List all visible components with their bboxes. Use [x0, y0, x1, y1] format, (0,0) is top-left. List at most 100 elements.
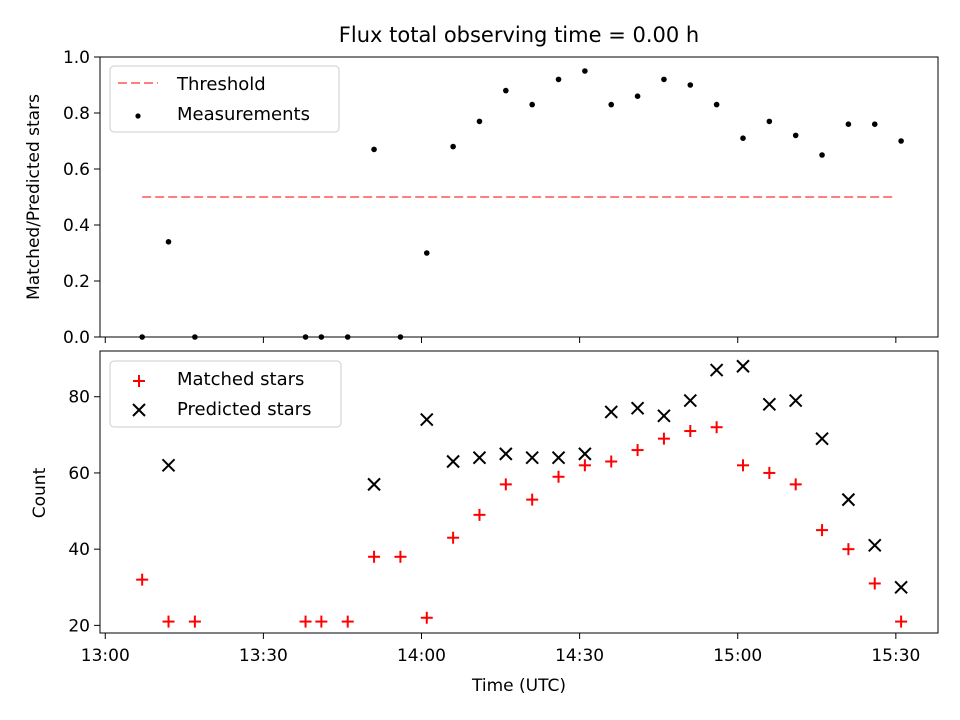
measurement-point — [792, 132, 799, 139]
predicted-star-point — [525, 450, 539, 465]
predicted-star-point — [446, 454, 460, 469]
top-plot-frame — [99, 56, 939, 338]
measurement-point — [634, 93, 641, 99]
matched-star-point — [394, 550, 407, 563]
bottom-y-tick-label: 20 — [68, 616, 90, 636]
top-y-tick-label: 1.0 — [63, 48, 90, 68]
matched-star-point — [736, 459, 749, 472]
legend-matched-label: Matched stars — [177, 369, 304, 390]
matched-star-point — [868, 577, 881, 590]
predicted-star-point — [709, 363, 724, 377]
matched-star-point — [315, 615, 328, 628]
bottom-y-tick-label: 80 — [68, 388, 90, 408]
predicted-star-point — [841, 492, 856, 507]
legend-predicted-marker — [132, 403, 146, 417]
matched-star-point — [789, 478, 802, 491]
predicted-star-point — [472, 450, 487, 465]
measurement-point — [871, 121, 878, 127]
measurement-point — [582, 68, 588, 74]
matched-star-point — [816, 524, 829, 537]
measurement-point — [898, 138, 904, 144]
top-y-tick-label: 0.2 — [63, 272, 90, 292]
matched-star-point — [631, 444, 644, 457]
matched-star-point — [552, 470, 565, 483]
measurement-point — [608, 101, 615, 108]
measurement-point — [318, 334, 325, 340]
measurement-point — [423, 250, 430, 256]
bottom-y-axis-label: Count — [30, 467, 50, 518]
matched-star-point — [710, 421, 723, 434]
predicted-star-point — [815, 431, 829, 446]
predicted-star-point — [604, 405, 618, 419]
legend-matched-marker — [133, 375, 145, 387]
bottom-y-tick-label: 60 — [68, 464, 90, 484]
legend-predicted-label: Predicted stars — [177, 399, 311, 420]
measurement-point — [371, 146, 377, 153]
bottom-y-ticks: 20 40 60 80 — [68, 388, 100, 636]
predicted-star-point — [683, 393, 697, 408]
predicted-star-point — [630, 401, 645, 415]
legend-threshold-label: Threshold — [176, 74, 266, 95]
x-tick-label: 13:30 — [239, 646, 288, 666]
measurement-point — [687, 82, 694, 88]
bottom-plot-frame — [99, 350, 939, 634]
measurement-points — [139, 68, 904, 340]
chart-title: Flux total observing time = 0.00 h — [339, 23, 699, 47]
legend-measurements-label: Measurements — [177, 104, 310, 125]
predicted-star-point — [551, 450, 566, 465]
top-legend: Threshold Measurements — [109, 65, 340, 133]
measurement-point — [503, 87, 509, 94]
matched-star-point — [188, 615, 201, 628]
bottom-x-ticks: 13:00 13:30 14:00 14:30 15:00 15:30 — [81, 633, 920, 666]
measurement-point — [302, 334, 309, 340]
measurement-point — [344, 334, 351, 340]
x-tick-label: 15:00 — [713, 646, 762, 666]
measurement-point — [555, 76, 562, 83]
measurement-point — [192, 334, 198, 340]
predicted-stars-points — [161, 359, 908, 594]
measurement-point — [740, 135, 746, 141]
matched-star-point — [895, 615, 908, 628]
bottom-legend-box — [109, 360, 342, 428]
matched-star-point — [420, 611, 433, 624]
x-axis-label: Time (UTC) — [471, 676, 566, 696]
measurement-point — [397, 334, 404, 340]
predicted-star-point — [762, 397, 777, 412]
matched-stars-points — [136, 421, 908, 628]
matched-star-point — [605, 455, 618, 468]
predicted-star-point — [367, 477, 381, 492]
measurement-point — [139, 334, 145, 340]
predicted-star-point — [657, 409, 671, 423]
predicted-star-point — [894, 580, 908, 594]
matched-star-point — [684, 425, 697, 438]
predicted-star-point — [499, 447, 513, 461]
measurement-point — [529, 101, 535, 108]
matched-star-point — [162, 615, 175, 628]
top-legend-box — [109, 65, 340, 133]
matched-star-point — [299, 615, 312, 628]
matched-star-point — [136, 573, 149, 586]
predicted-star-point — [161, 458, 176, 473]
x-tick-label: 13:00 — [81, 646, 130, 666]
top-y-tick-label: 0.8 — [63, 104, 90, 124]
top-y-axis-label: Matched/Predicted stars — [24, 94, 44, 300]
legend-measurements-marker — [135, 113, 141, 119]
measurement-point — [819, 152, 825, 158]
predicted-star-point — [420, 412, 434, 427]
measurement-point — [165, 239, 172, 245]
matched-star-point — [657, 432, 670, 445]
top-y-ticks: 0.0 0.2 0.4 0.6 0.8 1.0 — [63, 48, 100, 348]
measurement-point — [713, 101, 720, 108]
measurement-point — [661, 76, 667, 83]
measurement-point — [476, 118, 483, 125]
x-tick-label: 15:30 — [871, 646, 920, 666]
matched-star-point — [473, 508, 486, 521]
top-y-tick-label: 0.6 — [63, 160, 90, 180]
matched-star-point — [341, 615, 354, 628]
matched-star-point — [526, 493, 539, 506]
top-x-ticks — [104, 337, 897, 343]
matched-star-point — [447, 531, 460, 544]
top-y-tick-label: 0.0 — [63, 328, 90, 348]
measurement-point — [450, 143, 456, 150]
